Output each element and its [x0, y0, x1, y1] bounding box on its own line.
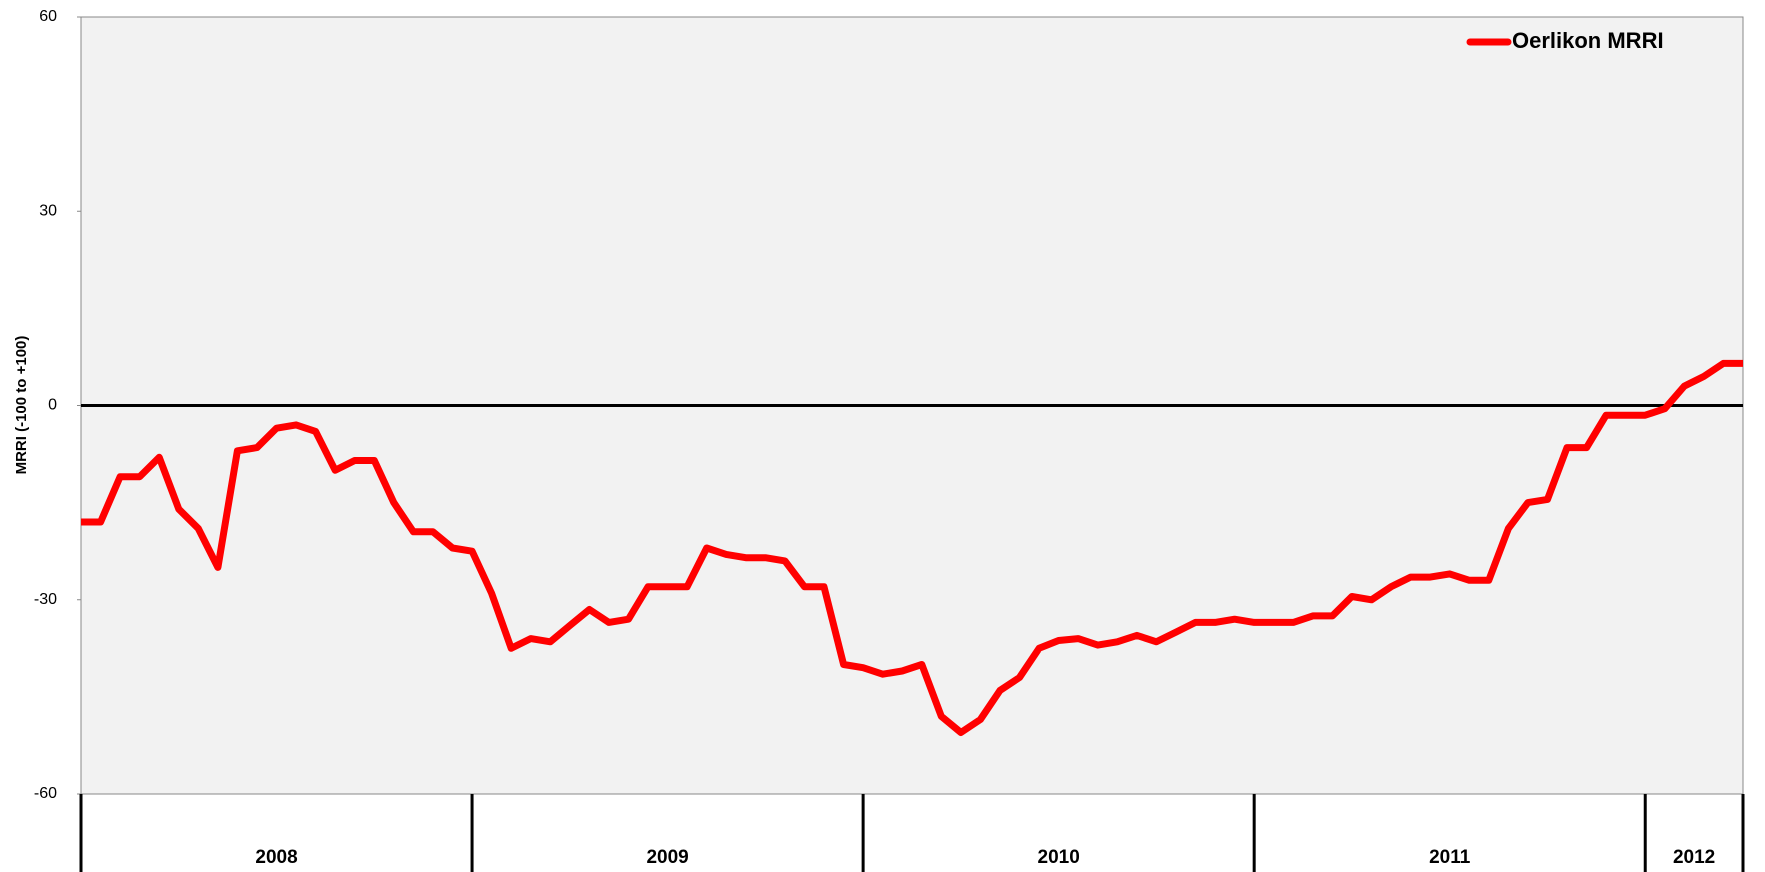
y-tick-label: -30: [34, 591, 57, 608]
x-band-label: 2008: [255, 847, 297, 868]
x-band-label: 2012: [1673, 847, 1715, 868]
y-tick-label: 0: [48, 397, 57, 414]
x-band-label: 2009: [646, 847, 688, 868]
data-line: [81, 359, 1743, 736]
x-band-label: 2010: [1038, 847, 1080, 868]
y-tick-label: -60: [34, 785, 57, 802]
y-axis-label: MRRI (-100 to +100): [13, 336, 30, 475]
y-tick-label: 30: [39, 202, 57, 219]
x-band-label: 2011: [1429, 847, 1471, 868]
y-tick-label: 60: [39, 8, 57, 25]
legend-label: Oerlikon MRRI: [1512, 28, 1664, 53]
